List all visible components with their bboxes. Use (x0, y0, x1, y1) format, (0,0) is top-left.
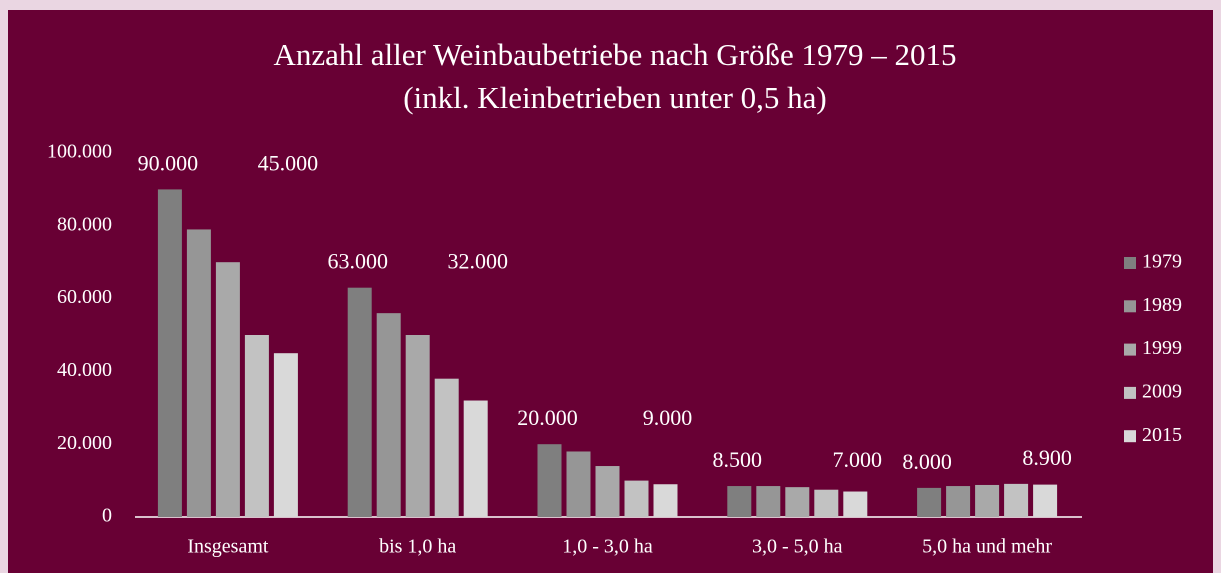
bar (1033, 484, 1058, 517)
data-label: 63.000 (327, 249, 388, 274)
bar (376, 313, 401, 517)
bar (434, 378, 459, 517)
legend-label: 1999 (1142, 337, 1182, 359)
data-label: 8.000 (902, 449, 952, 474)
bar (624, 480, 649, 517)
chart-title: Anzahl aller Weinbaubetriebe nach Größe … (274, 37, 957, 72)
bar (405, 335, 430, 517)
bar (566, 451, 591, 517)
legend-label: 1989 (1142, 294, 1182, 316)
bar (186, 229, 211, 517)
x-tick-label: Insgesamt (187, 536, 269, 558)
y-tick-label: 40.000 (57, 359, 112, 381)
bar (273, 353, 298, 517)
bar (814, 489, 839, 517)
legend-label: 1979 (1142, 251, 1182, 273)
legend-swatch (1124, 300, 1136, 313)
data-label: 45.000 (258, 150, 319, 175)
bar (215, 262, 240, 517)
bar (463, 400, 488, 517)
y-tick-label: 0 (102, 505, 112, 527)
y-tick-label: 80.000 (57, 213, 112, 235)
legend-swatch (1124, 257, 1136, 269)
bar (1004, 483, 1029, 517)
data-label: 8.900 (1022, 445, 1072, 470)
legend-swatch (1124, 430, 1136, 443)
bar (244, 335, 269, 517)
data-label: 9.000 (643, 405, 693, 430)
bar (157, 189, 182, 517)
bar (537, 444, 562, 517)
legend-label: 2015 (1142, 424, 1182, 446)
bar (347, 287, 372, 517)
data-label: 7.000 (833, 447, 883, 472)
y-tick-label: 100.000 (47, 141, 112, 163)
bar (727, 486, 752, 517)
bar (756, 486, 781, 517)
bar (785, 487, 810, 517)
bar (595, 466, 620, 517)
bar (917, 487, 942, 517)
legend-swatch (1124, 386, 1136, 399)
data-label: 90.000 (138, 150, 199, 175)
legend-label: 2009 (1142, 380, 1182, 402)
chart-subtitle: (inkl. Kleinbetrieben unter 0,5 ha) (403, 80, 827, 115)
y-tick-label: 20.000 (57, 432, 112, 454)
x-tick-label: 5,0 ha und mehr (922, 536, 1052, 558)
x-tick-label: 3,0 - 5,0 ha (752, 536, 843, 558)
legend-swatch (1124, 343, 1136, 356)
x-tick-label: 1,0 - 3,0 ha (562, 536, 653, 558)
x-tick-label: bis 1,0 ha (379, 536, 456, 558)
bar (946, 486, 971, 517)
bar (653, 484, 678, 517)
data-label: 20.000 (517, 405, 578, 430)
bar (843, 491, 868, 517)
bar (975, 484, 1000, 517)
data-label: 8.500 (713, 447, 763, 472)
data-label: 32.000 (447, 249, 508, 274)
y-tick-label: 60.000 (57, 286, 112, 308)
